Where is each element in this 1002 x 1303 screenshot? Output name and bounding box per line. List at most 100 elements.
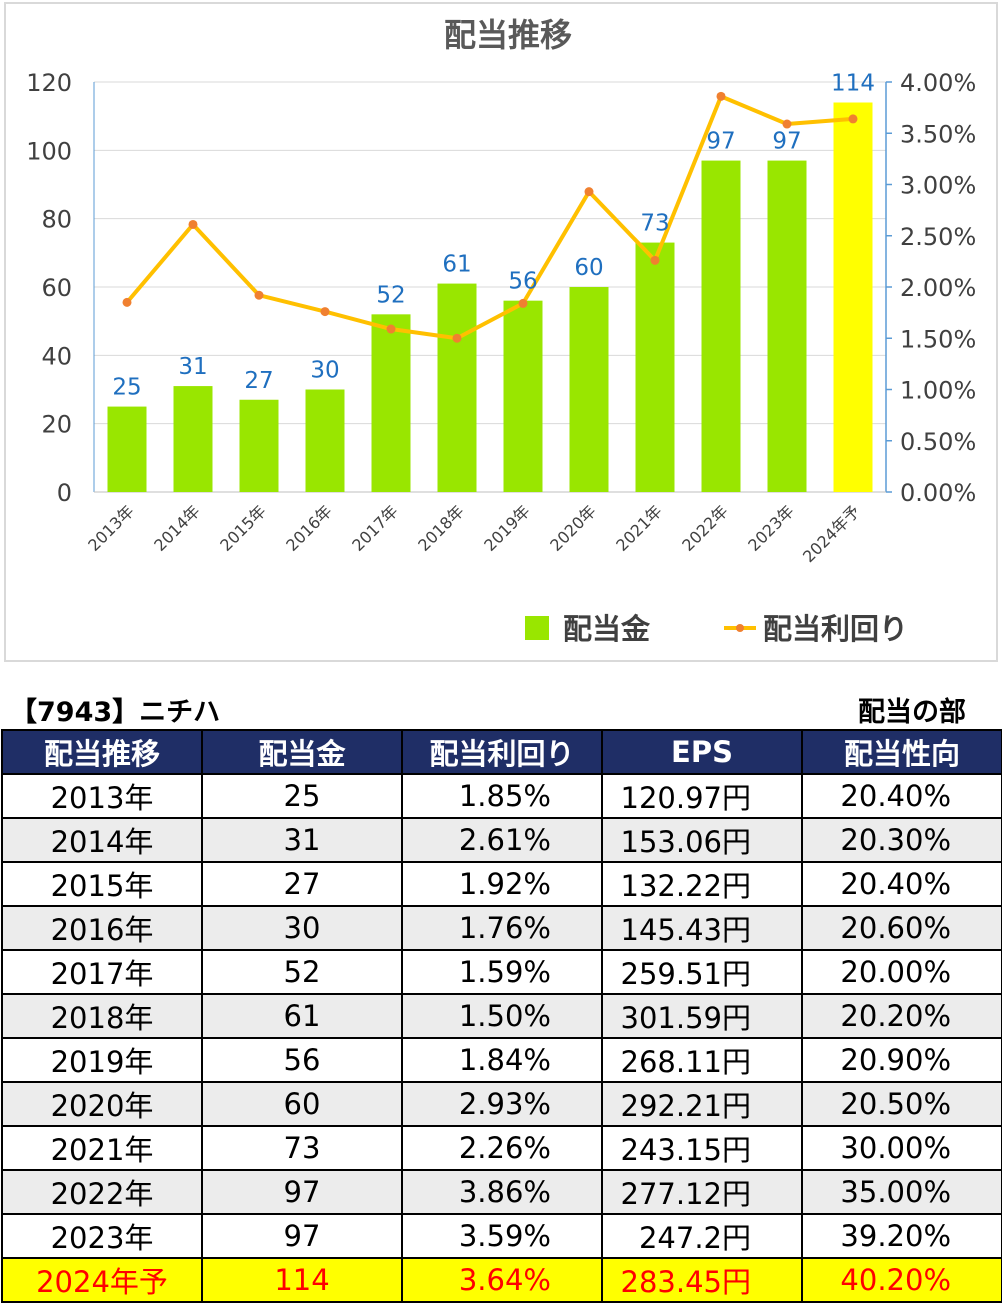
table-cell: 3.59% [401,1213,603,1259]
table-row: 2022年 97 3.86% 277.12円 35.00% [1,1169,1002,1215]
table-row: 2024年予 114 3.64% 283.45円 40.20% [1,1257,1002,1303]
section-label: 配当の部 [858,697,966,728]
line-point [518,298,528,308]
bar [833,102,873,492]
data-label: 61 [442,252,471,278]
bar [305,389,345,492]
data-label: 25 [112,375,141,401]
table-cell: 2018年 [1,993,203,1039]
y-left-tick-label: 120 [26,69,72,97]
data-label: 73 [640,211,669,237]
table-cell: 20.30% [801,817,1002,863]
table-cell: 2.61% [401,817,603,863]
data-label: 31 [178,354,207,380]
table-cell: 2.26% [401,1125,603,1171]
y-left-tick-label: 60 [41,274,72,302]
dividend-chart: 配当推移 0 20 40 60 80 100 120 0.00% 0.50% 1.00% 1.50% 2… [4,2,998,662]
table-cell: 277.12円 [601,1169,803,1215]
data-label: 97 [706,129,735,155]
table-row: 2017年 52 1.59% 259.51円 20.00% [1,949,1002,995]
table-cell: 153.06円 [601,817,803,863]
table-cell: 39.20% [801,1213,1002,1259]
chart-canvas: 配当推移 0 20 40 60 80 100 120 0.00% 0.50% 1.00% 1.50% 2… [26,16,976,646]
table-cell: 301.59円 [601,993,803,1039]
table-cell: 30 [201,905,403,951]
yield-line [125,94,854,341]
dividend-table: 配当推移 配当金 配当利回り EPS 配当性向 2013年 25 1.85% 120.… [1,729,1002,1303]
y-right-tick-label: 2.00% [900,274,976,302]
table-cell: 1.50% [401,993,603,1039]
bar [635,242,675,492]
x-tick-label: 2015年 [216,501,270,555]
table-row: 2020年 60 2.93% 292.21円 20.50% [1,1081,1002,1127]
bar [437,283,477,492]
legend-swatch-bar [525,616,549,640]
x-tick-label: 2018年 [414,501,468,555]
table-cell: 31 [201,817,403,863]
line-point [122,297,132,307]
x-tick-label: 2013年 [84,501,138,555]
line-point [386,324,396,334]
y-right-tick-label: 2.50% [900,223,976,251]
bar [767,160,807,493]
table-cell: 2020年 [1,1081,203,1127]
line-point [584,187,594,197]
company-title: 【7943】ニチハ [10,697,221,728]
table-cell: 73 [201,1125,403,1171]
x-tick-label: 2022年 [678,501,732,555]
table-row: 2016年 30 1.76% 145.43円 20.60% [1,905,1002,951]
data-label: 56 [508,269,537,295]
table-cell: 2017年 [1,949,203,995]
x-tick-label: 2024年予 [799,501,864,566]
chart-title: 配当推移 [444,16,572,54]
line-point [848,114,858,124]
table-cell: 52 [201,949,403,995]
legend-label: 配当利回り [763,612,908,646]
data-label: 97 [772,129,801,155]
table-cell: 243.15円 [601,1125,803,1171]
table-cell: 35.00% [801,1169,1002,1215]
table-cell: 145.43円 [601,905,803,951]
table-cell: 114 [201,1257,403,1303]
table-cell: 20.90% [801,1037,1002,1083]
table-cell: 2013年 [1,773,203,819]
table-cell: 120.97円 [601,773,803,819]
bar [569,287,609,492]
table-cell: 27 [201,861,403,907]
x-tick-label: 2023年 [744,501,798,555]
table-cell: 2.93% [401,1081,603,1127]
table-cell: 283.45円 [601,1257,803,1303]
table-header-row: 【7943】ニチハ 配当の部 [0,690,1002,730]
table-cell: 25 [201,773,403,819]
table-cell: 1.84% [401,1037,603,1083]
x-tick-label: 2014年 [150,501,204,555]
y-right-tick-label: 1.00% [900,377,976,405]
y-right-tick-label: 4.00% [900,69,976,97]
line-point [452,333,462,343]
table-cell: 1.85% [401,773,603,819]
column-header: 配当推移 [1,729,203,775]
table-cell: 20.00% [801,949,1002,995]
table-cell: 2014年 [1,817,203,863]
data-label: 52 [376,282,405,308]
y-right-tick-label: 1.50% [900,325,976,353]
y-right-tick-label: 3.00% [900,172,976,200]
table-cell: 2021年 [1,1125,203,1171]
table-cell: 2022年 [1,1169,203,1215]
y-right-tick-label: 3.50% [900,120,976,148]
table-header: 配当推移 配当金 配当利回り EPS 配当性向 [1,729,1002,775]
table-cell: 61 [201,993,403,1039]
table-cell: 1.92% [401,861,603,907]
table-cell: 30.00% [801,1125,1002,1171]
table-cell: 3.64% [401,1257,603,1303]
line-point [782,119,792,129]
x-tick-label: 2020年 [546,501,600,555]
bar [503,300,543,492]
column-header: 配当金 [201,729,403,775]
bar [701,160,741,493]
table-cell: 2015年 [1,861,203,907]
data-label: 114 [831,71,875,97]
table-cell: 40.20% [801,1257,1002,1303]
table-cell: 56 [201,1037,403,1083]
data-label: 60 [574,255,603,281]
